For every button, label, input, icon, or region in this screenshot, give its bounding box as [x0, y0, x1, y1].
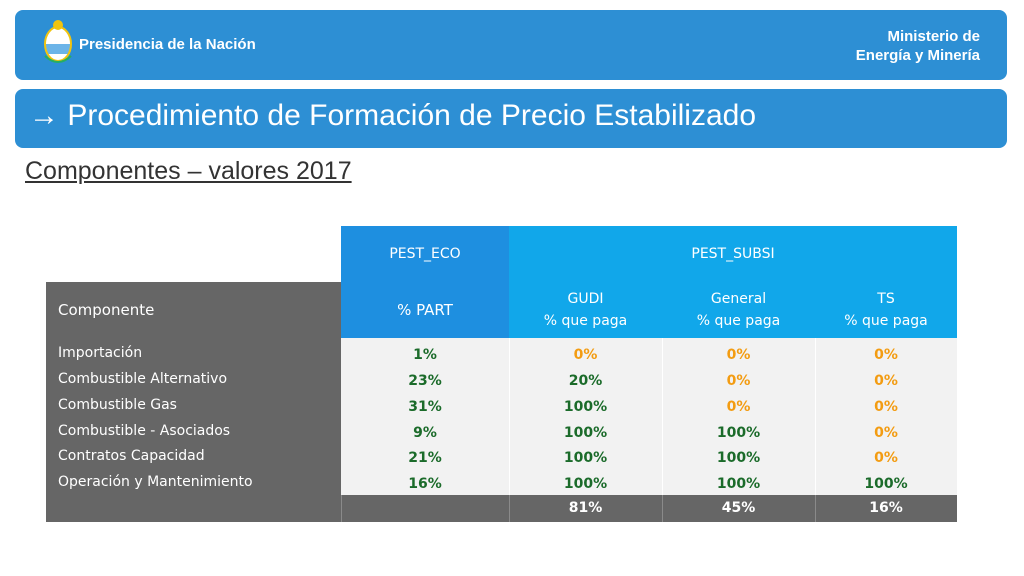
header-ts: TS % que paga	[815, 282, 957, 338]
value-ts: 0%	[874, 347, 898, 363]
values-area	[341, 338, 957, 495]
ministry-line-2: Energía y Minería	[855, 47, 980, 64]
value-part: 31%	[408, 399, 442, 415]
value-general: 100%	[716, 476, 761, 492]
header-componente: Componente	[46, 282, 341, 338]
value-part: 1%	[413, 347, 437, 363]
header-gudi-label: GUDI	[567, 291, 604, 307]
component-name: Combustible Alternativo	[58, 371, 228, 387]
column-divider	[815, 338, 816, 495]
total-gudi: 81%	[568, 500, 603, 516]
column-divider	[662, 338, 663, 495]
slide-subtitle: Componentes – valores 2017	[25, 157, 352, 185]
header-ts-sub: % que paga	[844, 313, 928, 329]
value-gudi: 100%	[563, 425, 608, 441]
value-ts: 0%	[874, 399, 898, 415]
header-general: General % que paga	[662, 282, 815, 338]
value-general: 0%	[726, 399, 751, 415]
total-general: 45%	[721, 500, 756, 516]
header-gudi: GUDI % que paga	[509, 282, 662, 338]
component-name: Combustible - Asociados	[58, 423, 231, 439]
total-ts: 16%	[869, 500, 903, 516]
value-part: 23%	[408, 373, 442, 389]
value-general: 100%	[716, 425, 761, 441]
header-general-label: General	[710, 291, 767, 307]
value-general: 0%	[726, 373, 751, 389]
footer-divider	[509, 495, 510, 522]
title-banner: → Procedimiento de Formación de Precio E…	[15, 89, 1007, 148]
header-pest-eco: PEST_ECO	[341, 226, 509, 282]
totals-row	[46, 495, 957, 522]
value-gudi: 100%	[563, 399, 608, 415]
header-gudi-sub: % que paga	[543, 313, 628, 329]
header-general-sub: % que paga	[696, 313, 781, 329]
top-banner: Presidencia de la Nación Ministerio de E…	[15, 10, 1007, 80]
ministry-name: Ministerio de Energía y Minería	[856, 27, 980, 65]
value-gudi: 100%	[563, 476, 608, 492]
footer-divider	[815, 495, 816, 522]
org-name: Presidencia de la Nación	[79, 36, 256, 53]
value-gudi: 100%	[563, 450, 608, 466]
column-divider	[509, 338, 510, 495]
value-part: 9%	[413, 425, 437, 441]
header-ts-label: TS	[877, 291, 895, 307]
component-name: Importación	[58, 345, 143, 361]
value-ts: 0%	[874, 373, 898, 389]
value-gudi: 0%	[573, 347, 598, 363]
component-name: Combustible Gas	[58, 397, 177, 413]
footer-divider	[662, 495, 663, 522]
value-general: 100%	[716, 450, 761, 466]
ministry-line-1: Ministerio de	[887, 28, 980, 45]
value-part: 21%	[408, 450, 442, 466]
value-general: 0%	[726, 347, 751, 363]
header-part: % PART	[341, 282, 509, 338]
coat-of-arms-icon	[44, 20, 72, 63]
value-ts: 100%	[864, 476, 908, 492]
value-part: 16%	[408, 476, 442, 492]
component-name-column	[46, 338, 341, 495]
component-name: Contratos Capacidad	[58, 448, 205, 464]
value-gudi: 20%	[568, 373, 603, 389]
component-name: Operación y Mantenimiento	[58, 474, 253, 490]
slide-title: → Procedimiento de Formación de Precio E…	[29, 99, 757, 132]
footer-divider	[341, 495, 342, 522]
value-ts: 0%	[874, 425, 898, 441]
header-pest-subsi: PEST_SUBSI	[509, 226, 957, 282]
value-ts: 0%	[874, 450, 898, 466]
